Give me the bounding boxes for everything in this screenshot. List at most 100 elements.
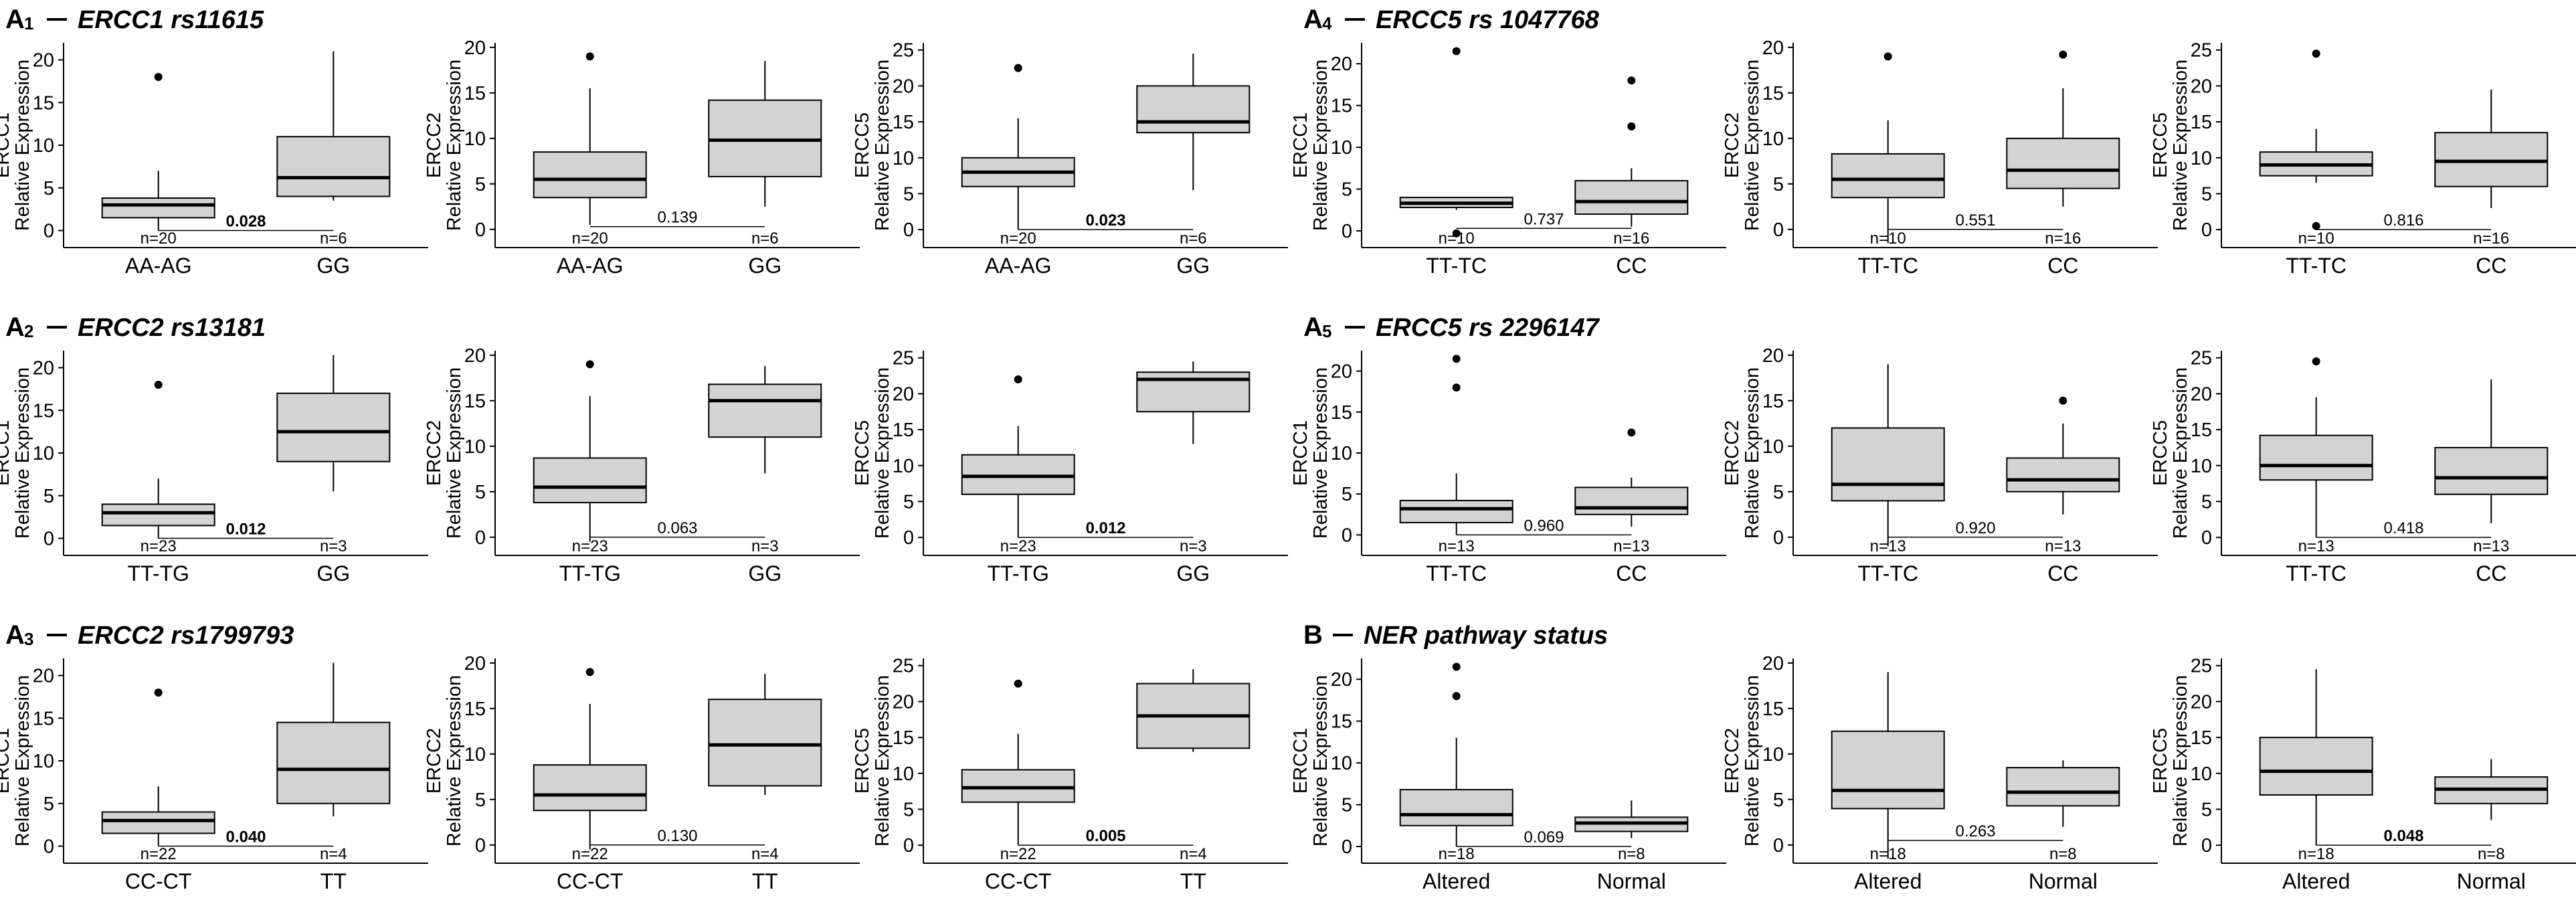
x-category-label: TT-TC (1857, 561, 1918, 585)
n-label: n=22 (572, 845, 608, 863)
outlier-point (585, 52, 594, 61)
y-tick-label: 0 (1342, 836, 1352, 858)
y-tick-label: 25 (2191, 40, 2212, 62)
n-label: n=10 (1439, 230, 1475, 248)
p-value-label: 0.816 (2383, 211, 2423, 230)
n-label: n=13 (2473, 537, 2509, 555)
y-axis-label-2: Relative Expression (1310, 60, 1331, 231)
outlier-point (2059, 50, 2067, 59)
box-iqr (1136, 85, 1251, 134)
box-iqr (1831, 153, 1945, 199)
outlier-point (1627, 76, 1636, 85)
n-label: n=20 (1000, 230, 1036, 248)
box-iqr (2259, 434, 2373, 481)
panel-title: ERCC1 rs11615 (78, 6, 264, 34)
x-category-label: GG (1176, 254, 1210, 278)
x-category-label: TT-TC (1857, 254, 1918, 278)
x-category-label: Normal (2029, 869, 2098, 893)
y-tick-label: 0 (1773, 835, 1784, 856)
n-label: n=18 (1439, 845, 1475, 863)
y-axis-label: ERCC2 (1722, 420, 1743, 486)
p-value-label: 0.069 (1524, 828, 1564, 846)
box-iqr (961, 454, 1075, 495)
y-axis-label-2: Relative Expression (12, 675, 33, 846)
x-category-label: CC (2476, 254, 2506, 278)
n-label: n=13 (1613, 537, 1649, 555)
y-axis-label: ERCC5 (852, 112, 873, 178)
y-tick-label: 20 (1762, 653, 1784, 674)
box-tt-tc (2259, 50, 2373, 230)
y-axis-label-2: Relative Expression (12, 367, 33, 539)
y-tick-label: 10 (464, 744, 486, 765)
x-category-label: Altered (1854, 869, 1922, 893)
panel-title: ERCC5 rs 1047768 (1376, 6, 1600, 34)
panel-letter: A (1303, 5, 1323, 34)
box-iqr (276, 136, 391, 197)
n-label: n=13 (1870, 537, 1906, 555)
n-label: n=6 (320, 230, 347, 248)
x-category-label: TT (1180, 869, 1206, 893)
y-tick-label: 20 (1331, 361, 1352, 383)
box-iqr (533, 151, 647, 199)
y-tick-label: 10 (1331, 753, 1352, 774)
y-tick-label: 15 (1331, 711, 1352, 733)
y-tick-label: 0 (2201, 219, 2212, 241)
x-category-label: TT (320, 869, 347, 893)
x-category-label: TT-TC (1426, 254, 1487, 278)
x-category-label: GG (748, 254, 781, 278)
y-tick-label: 20 (33, 358, 54, 379)
n-label: n=8 (2478, 845, 2505, 863)
n-label: n=22 (141, 845, 177, 863)
box-cc (1574, 76, 1689, 227)
y-tick-label: 15 (893, 727, 914, 749)
p-value-label: 0.012 (1085, 519, 1125, 537)
outlier-point (1452, 662, 1461, 671)
box-cc (2434, 379, 2549, 523)
y-tick-label: 15 (2191, 420, 2212, 441)
y-tick-label: 5 (1773, 482, 1784, 503)
box-normal (2006, 760, 2120, 827)
y-tick-label: 0 (475, 219, 486, 241)
y-tick-label: 20 (2191, 76, 2212, 97)
box-iqr (101, 811, 215, 834)
x-category-label: CC (1616, 254, 1647, 278)
box-tt-tc (1399, 355, 1513, 535)
y-tick-label: 15 (33, 400, 54, 422)
x-category-label: AA-AG (125, 254, 192, 278)
box-iqr (2434, 132, 2549, 187)
y-tick-label: 5 (903, 799, 914, 820)
y-tick-label: 25 (893, 656, 914, 677)
y-tick-label: 5 (43, 794, 54, 815)
y-tick-label: 10 (33, 443, 54, 464)
box-iqr (708, 99, 822, 177)
x-category-label: CC-CT (985, 869, 1052, 893)
outlier-point (1452, 383, 1461, 392)
box-iqr (1831, 427, 1945, 502)
y-tick-label: 10 (464, 128, 486, 150)
x-category-label: CC (1616, 561, 1647, 585)
n-label: n=16 (2045, 230, 2081, 248)
panel-subscript: 4 (1322, 13, 1332, 33)
box-gg (276, 355, 391, 492)
box-aa-ag (961, 64, 1075, 230)
panel-letter: A (5, 312, 25, 342)
n-label: n=16 (1613, 230, 1649, 248)
outlier-point (2312, 50, 2320, 58)
outlier-point (2312, 221, 2320, 230)
y-axis-label-2: Relative Expression (1742, 60, 1763, 231)
y-axis-label: ERCC5 (852, 420, 873, 486)
x-category-label: AA-AG (985, 254, 1052, 278)
x-category-label: TT-TG (987, 561, 1048, 585)
panel-b: B NER pathway status05101520ERCC1Relative… (1290, 620, 2576, 893)
y-tick-label: 5 (2201, 491, 2212, 513)
y-tick-label: 15 (464, 83, 486, 104)
y-tick-label: 10 (1331, 137, 1352, 159)
